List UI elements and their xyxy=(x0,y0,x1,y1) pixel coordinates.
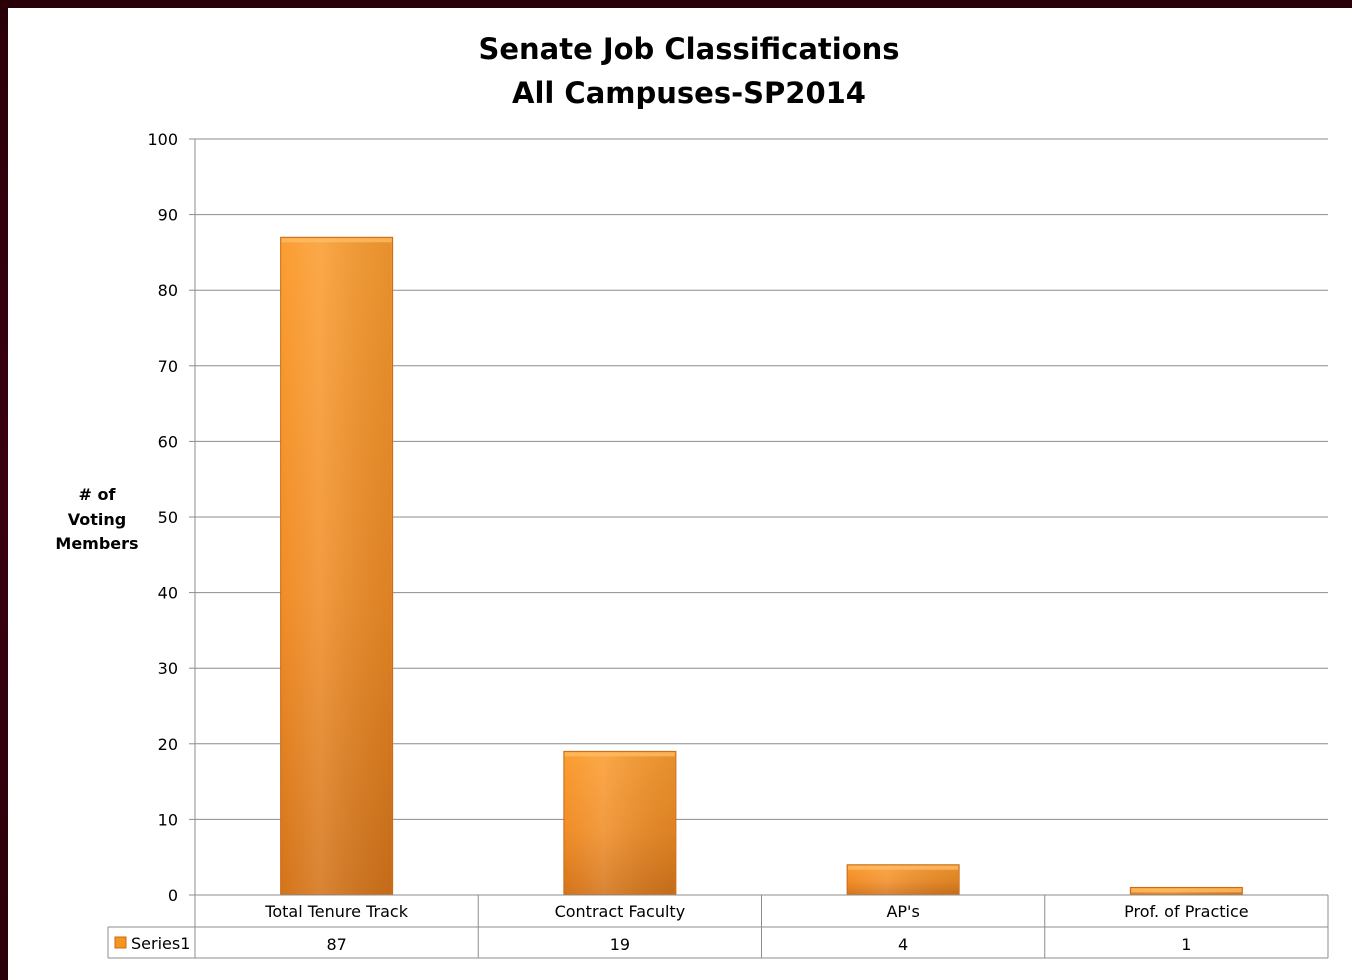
bar-sheen xyxy=(564,752,675,894)
y-tick-label: 20 xyxy=(158,735,178,754)
y-tick-label: 80 xyxy=(158,281,178,300)
bar-1 xyxy=(563,750,677,896)
category-label: AP's xyxy=(886,902,919,921)
bar-highlight xyxy=(281,238,392,243)
bar-highlight xyxy=(1131,888,1242,893)
chart-title-line-2: All Campuses-SP2014 xyxy=(512,76,866,110)
category-label: Total Tenure Track xyxy=(264,902,408,921)
bar-3 xyxy=(1129,886,1243,896)
data-table: Total Tenure Track 87 Contract Faculty 19 AP… xyxy=(107,894,1329,959)
bar-highlight xyxy=(564,752,675,757)
y-tick-label: 50 xyxy=(158,508,178,527)
y-axis-label-line-1: # of xyxy=(79,485,117,504)
category-label: Contract Faculty xyxy=(555,902,686,921)
bar-sheen xyxy=(281,238,392,894)
bar-chart: Senate Job Classifications All Campuses-… xyxy=(55,32,1329,959)
bar-0 xyxy=(280,236,394,896)
y-axis-label-line-3: Members xyxy=(55,534,138,553)
y-tick-label: 30 xyxy=(158,659,178,678)
bar-2 xyxy=(846,864,960,896)
data-label: 87 xyxy=(326,935,346,954)
y-tick-label: 90 xyxy=(158,206,178,225)
data-label: 4 xyxy=(898,935,908,954)
y-axis-label: # of Voting Members xyxy=(55,485,138,553)
chart-title-line-1: Senate Job Classifications xyxy=(478,32,899,66)
bar-sheen xyxy=(848,865,959,894)
y-tick-label: 40 xyxy=(158,584,178,603)
chart-area: Senate Job Classifications All Campuses-… xyxy=(8,8,1352,980)
y-tick-label: 10 xyxy=(158,810,178,829)
data-label: 1 xyxy=(1181,935,1191,954)
legend-series-name: Series1 xyxy=(131,934,190,953)
y-tick-label: 0 xyxy=(168,886,178,905)
category-label: Prof. of Practice xyxy=(1124,902,1248,921)
y-axis-ticks: 0 10 20 30 40 50 60 70 80 90 100 xyxy=(147,130,195,905)
y-tick-label: 70 xyxy=(158,357,178,376)
bar-highlight xyxy=(848,865,959,870)
y-axis-label-line-2: Voting xyxy=(68,510,126,529)
y-tick-label: 60 xyxy=(158,432,178,451)
legend-swatch xyxy=(114,936,127,949)
data-label: 19 xyxy=(610,935,630,954)
y-tick-label: 100 xyxy=(147,130,178,149)
bars xyxy=(280,236,1243,896)
